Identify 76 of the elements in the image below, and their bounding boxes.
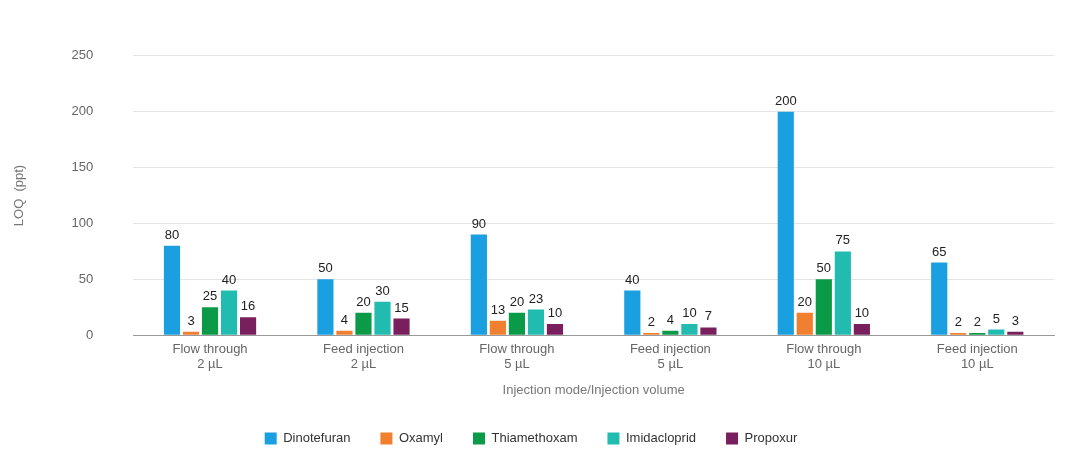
data-label: 10 [682, 305, 697, 321]
data-label: 75 [835, 232, 851, 248]
bar [988, 329, 1005, 335]
data-label: 20 [356, 293, 371, 309]
bar [931, 262, 948, 335]
data-label: 20 [509, 293, 525, 309]
bar [527, 309, 545, 335]
bar [182, 331, 200, 335]
bar [681, 324, 698, 335]
bar [624, 290, 641, 335]
bar [239, 317, 257, 335]
bar [163, 245, 181, 335]
legend-label: Dinotefuran [283, 430, 351, 446]
data-label: 4 [666, 311, 674, 327]
data-label: 7 [704, 308, 713, 324]
data-label: 50 [816, 260, 832, 276]
x-tick-label: Flow through 10 µL [786, 340, 862, 372]
data-label: 2 [647, 314, 655, 330]
bar [853, 324, 870, 335]
data-label: 40 [221, 271, 237, 287]
y-tick-label: 200 [71, 103, 94, 119]
data-label: 3 [1011, 312, 1019, 328]
bar [317, 279, 334, 335]
data-label: 2 [973, 314, 981, 330]
bar [374, 301, 391, 335]
y-tick-label: 150 [71, 159, 94, 175]
bar [815, 279, 832, 335]
data-label: 3 [187, 312, 195, 328]
data-label: 20 [797, 293, 813, 309]
x-tick-label: Feed injection 5 µL [629, 340, 711, 372]
bar [508, 312, 526, 335]
bar [834, 251, 851, 335]
data-label: 2 [954, 314, 962, 330]
y-axis-title: LOQ (ppt) [11, 164, 27, 227]
data-label: 10 [547, 305, 563, 321]
data-label: 5 [992, 310, 1000, 326]
bar [700, 327, 717, 335]
y-tick-label: 0 [86, 326, 94, 342]
x-tick-label: Feed injection 10 µL [936, 340, 1018, 372]
legend-label: Oxamyl [398, 430, 444, 446]
data-label: 65 [931, 243, 947, 259]
x-axis-title: Injection mode/Injection volume [502, 381, 685, 397]
data-label: 30 [375, 282, 390, 298]
data-label: 25 [202, 288, 218, 304]
x-tick-label: Feed injection 2 µL [322, 340, 404, 372]
data-label: 16 [240, 298, 256, 314]
y-tick-label: 50 [78, 270, 94, 286]
data-label: 10 [854, 305, 870, 321]
legend-label: Thiamethoxam [491, 430, 578, 446]
bar [1007, 331, 1024, 335]
bar [546, 324, 564, 335]
data-label: 200 [774, 92, 797, 108]
data-label: 13 [490, 301, 506, 317]
data-label: 23 [528, 290, 544, 306]
x-tick-label: Flow through 2 µL [172, 340, 248, 372]
data-label: 80 [164, 226, 180, 242]
data-label: 4 [340, 311, 349, 327]
bar [336, 330, 353, 335]
bar [220, 290, 238, 335]
y-tick-label: 250 [71, 47, 94, 63]
bar [777, 111, 794, 335]
bar [470, 234, 487, 335]
bar [355, 312, 372, 335]
x-tick-label: Flow through 5 µL [479, 340, 555, 372]
bar [393, 318, 410, 335]
data-label: 15 [394, 299, 409, 315]
data-label: 50 [318, 260, 333, 276]
bar [201, 307, 219, 335]
legend-label: Propoxur [744, 430, 798, 446]
bar [796, 312, 813, 335]
data-label: 40 [625, 271, 640, 287]
data-label: 90 [471, 215, 487, 231]
bar [489, 320, 506, 335]
legend-label: Imidacloprid [625, 430, 697, 446]
bar [662, 330, 679, 335]
y-tick-label: 100 [71, 215, 94, 231]
